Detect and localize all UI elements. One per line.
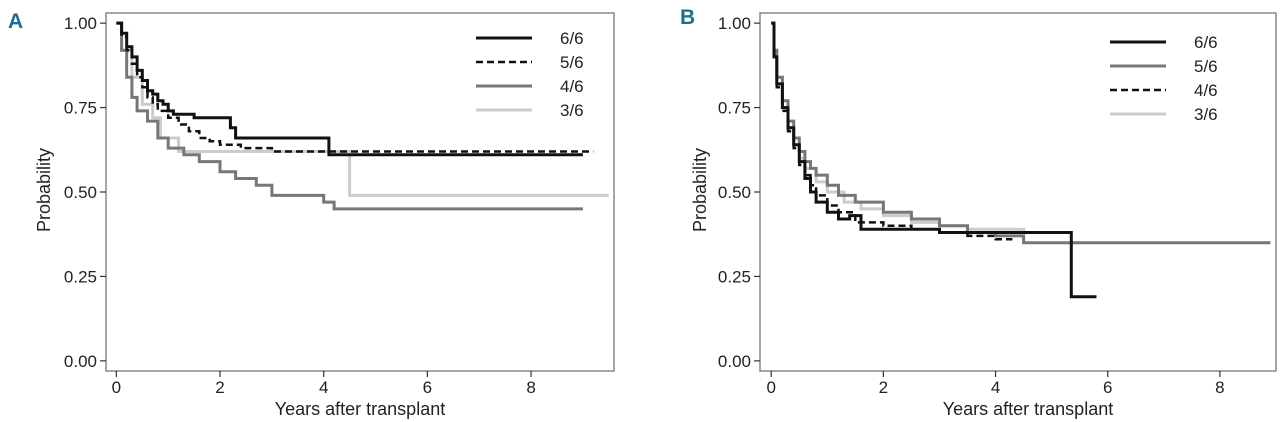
panel-b-y-tick-label: 1.00 <box>718 14 751 33</box>
panel-a-x-tick-label: 4 <box>319 378 328 397</box>
panel-b-y-tick-label: 0.75 <box>718 99 751 118</box>
panel-a-x-axis-title: Years after transplant <box>275 399 445 419</box>
panel-b-x-tick-label: 0 <box>766 378 775 397</box>
panel-a-legend-label: 5/6 <box>560 53 584 72</box>
panel-a-y-tick-label: 0.25 <box>64 267 97 286</box>
panel-a-y-ticks: 0.00 0.25 0.50 0.75 1.00 <box>64 14 106 371</box>
panel-b-series-6-of-6 <box>771 21 1097 299</box>
panel-b-label: B <box>680 6 695 29</box>
panel-b-x-axis-title: Years after transplant <box>943 399 1113 419</box>
panel-b-y-ticks: 0.00 0.25 0.50 0.75 1.00 <box>718 14 760 371</box>
panel-b-x-tick-label: 8 <box>1215 378 1224 397</box>
panel-b-y-axis-title: Probability <box>690 148 710 232</box>
panel-a-x-tick-label: 0 <box>112 378 121 397</box>
panel-b-legend: 6/6 5/6 4/6 3/6 <box>1110 33 1218 124</box>
panel-b-legend-label: 3/6 <box>1194 105 1218 124</box>
panel-b-x-tick-label: 6 <box>1103 378 1112 397</box>
panel-b-series-5-of-6 <box>771 21 1271 245</box>
panel-a-y-tick-label: 1.00 <box>64 14 97 33</box>
panel-a-x-tick-label: 6 <box>423 378 432 397</box>
panel-a-x-ticks: 0 2 4 6 8 <box>112 371 536 397</box>
panel-b-series <box>771 21 1271 299</box>
panel-b-x-tick-label: 4 <box>991 378 1000 397</box>
panel-a-series-3-of-6 <box>116 21 609 197</box>
panel-b-legend-label: 4/6 <box>1194 81 1218 100</box>
panel-b-legend-label: 5/6 <box>1194 57 1218 76</box>
panel-a-series-4-of-6 <box>116 21 583 211</box>
panel-a-y-axis-title: Probability <box>34 148 54 232</box>
panel-a-x-tick-label: 2 <box>215 378 224 397</box>
panel-b-y-tick-label: 0.50 <box>718 183 751 202</box>
panel-a-legend-label: 3/6 <box>560 101 584 120</box>
panel-b-y-tick-label: 0.25 <box>718 267 751 286</box>
panel-a-x-tick-label: 8 <box>526 378 535 397</box>
panel-a-legend-label: 6/6 <box>560 29 584 48</box>
panel-b-x-tick-label: 2 <box>879 378 888 397</box>
panel-a-y-tick-label: 0.50 <box>64 183 97 202</box>
panel-b-y-tick-label: 0.00 <box>718 352 751 371</box>
panel-a-plot-frame <box>105 12 615 372</box>
panel-a-legend: 6/6 5/6 4/6 3/6 <box>476 29 584 120</box>
panel-a-legend-label: 4/6 <box>560 77 584 96</box>
panel-a-y-tick-label: 0.00 <box>64 352 97 371</box>
panel-a-series-6-of-6 <box>116 21 583 157</box>
panel-b-x-ticks: 0 2 4 6 8 <box>766 371 1225 397</box>
panel-b-series-4-of-6 <box>771 21 1013 241</box>
panel-a-label: A <box>8 10 23 33</box>
panel-b-series-3-of-6 <box>771 21 1026 233</box>
panel-a-series <box>116 21 609 211</box>
panel-a-y-tick-label: 0.75 <box>64 99 97 118</box>
panel-b-legend-label: 6/6 <box>1194 33 1218 52</box>
panel-b: B Years after transplant Probability 0 2 4… <box>680 6 1277 419</box>
panel-a: A Years after transplant Probability 0 2 4… <box>8 10 615 419</box>
panel-a-series-5-of-6 <box>116 21 594 153</box>
